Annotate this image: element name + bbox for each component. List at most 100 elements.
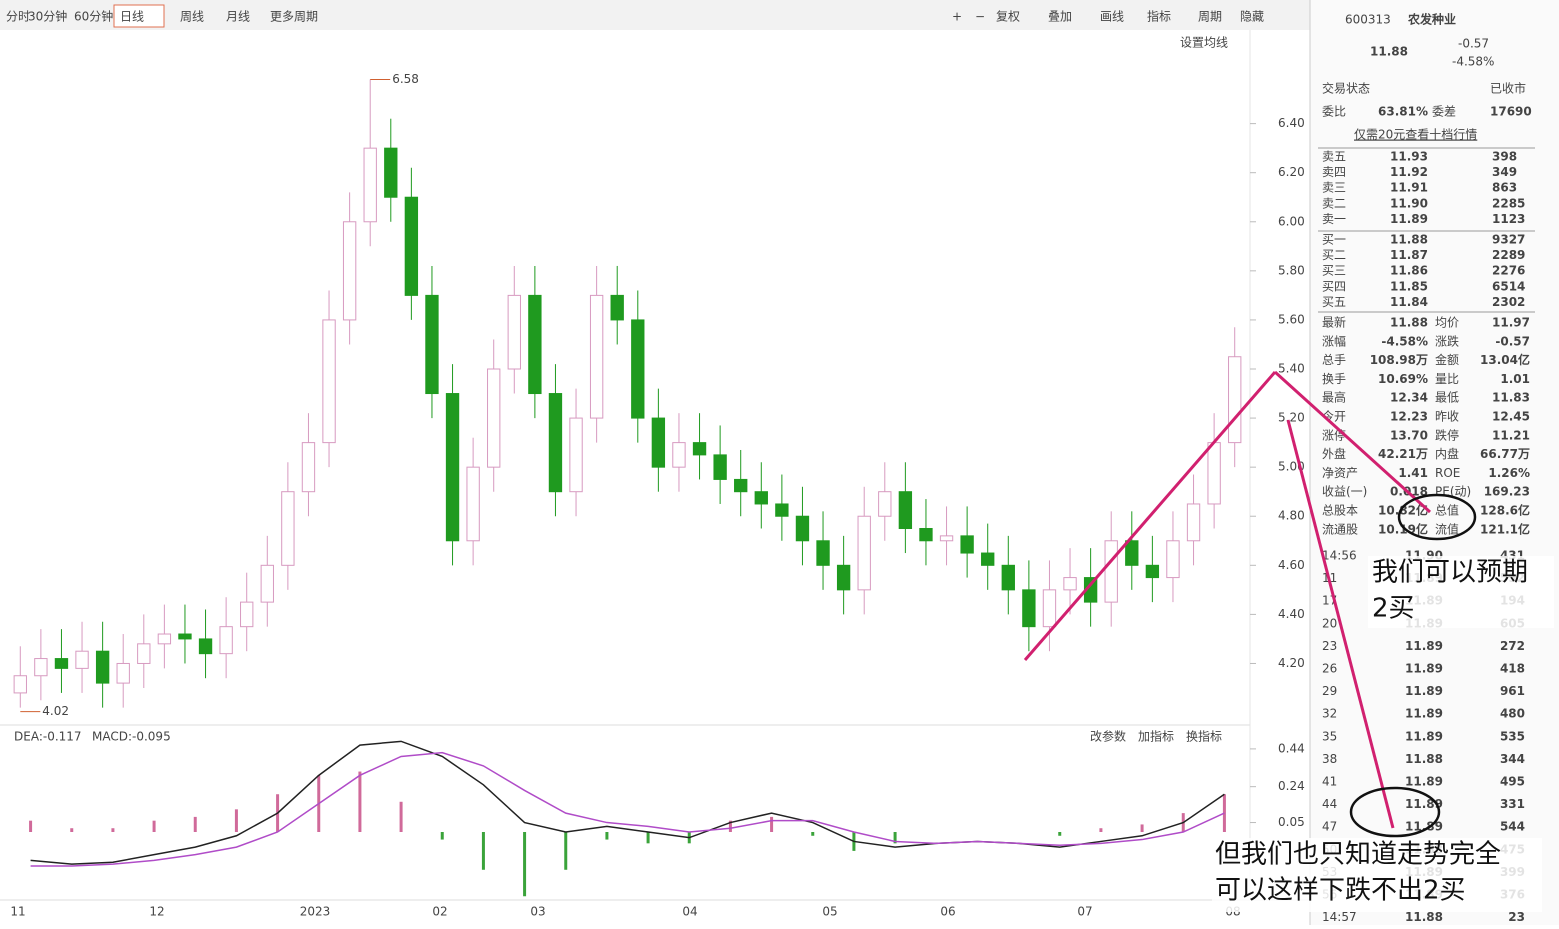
period-tab[interactable]: 更多周期 bbox=[270, 10, 318, 24]
candle-body bbox=[116, 662, 130, 684]
period-tab[interactable]: 月线 bbox=[226, 10, 250, 24]
indicator-button[interactable]: 加指标 bbox=[1138, 729, 1174, 744]
annotation: 我们可以预期 bbox=[1372, 558, 1528, 588]
stat-value: 11.97 bbox=[1492, 316, 1530, 330]
dea-label: DEA:-0.117 bbox=[14, 730, 82, 744]
tool-button[interactable]: 指标 bbox=[1147, 9, 1171, 24]
tool-button[interactable]: − bbox=[975, 10, 985, 24]
candle-body bbox=[836, 564, 851, 591]
stat-value: 42.21万 bbox=[1378, 447, 1428, 461]
candle-body bbox=[878, 491, 892, 517]
candle-body bbox=[898, 491, 913, 530]
candle-body bbox=[363, 147, 377, 223]
circle-mark bbox=[1349, 786, 1441, 838]
candle-body bbox=[54, 658, 69, 669]
candle-body bbox=[13, 675, 27, 694]
upgrade-link[interactable]: 仅需20元查看十档行情 bbox=[1354, 128, 1477, 142]
stat-value: 13.04亿 bbox=[1480, 352, 1530, 367]
tick-price: 11.88 bbox=[1405, 910, 1443, 924]
tool-button[interactable]: 复权 bbox=[996, 10, 1020, 24]
period-tab[interactable]: 周线 bbox=[180, 10, 204, 24]
period-tab[interactable]: 日线 bbox=[120, 10, 144, 24]
arrow bbox=[1023, 371, 1277, 661]
ma-setting[interactable]: 设置均线 bbox=[1180, 36, 1228, 50]
period-tab[interactable]: 60分钟 bbox=[74, 9, 113, 24]
macd-line bbox=[30, 751, 1225, 867]
stat-label: 涨幅 bbox=[1322, 333, 1346, 348]
tool-button[interactable]: 画线 bbox=[1100, 10, 1124, 24]
candle-body bbox=[198, 638, 213, 655]
tick-volume: 535 bbox=[1500, 729, 1525, 743]
indicator-button[interactable]: 换指标 bbox=[1186, 729, 1222, 744]
candle-body bbox=[322, 319, 336, 444]
low-label: 4.02 bbox=[42, 704, 69, 718]
stat-value: 11.21 bbox=[1492, 428, 1530, 442]
book-price: 11.84 bbox=[1390, 295, 1428, 309]
book-price: 11.92 bbox=[1390, 165, 1428, 179]
wb-cell: 委比 bbox=[1322, 105, 1346, 119]
x-tick-label: 06 bbox=[940, 905, 955, 919]
candle-body bbox=[34, 658, 48, 677]
tool-button[interactable]: 周期 bbox=[1198, 10, 1222, 24]
tool-button[interactable]: 叠加 bbox=[1048, 10, 1072, 24]
y-tick-label: 5.40 bbox=[1278, 362, 1305, 376]
stat-label: 昨收 bbox=[1435, 410, 1459, 424]
x-tick-label: 04 bbox=[682, 905, 697, 919]
high-label: 6.58 bbox=[392, 72, 419, 86]
tick-time: 32 bbox=[1322, 707, 1337, 721]
candle-body bbox=[1228, 356, 1242, 444]
tick-price: 11.89 bbox=[1405, 820, 1443, 834]
period-tab[interactable]: 30分钟 bbox=[28, 9, 67, 24]
candle-body bbox=[816, 540, 830, 566]
stat-label: ROE bbox=[1435, 466, 1460, 480]
book-price: 11.93 bbox=[1390, 150, 1428, 164]
candle-body bbox=[404, 196, 419, 296]
candle-body bbox=[589, 294, 604, 419]
stock-name: 农发种业 bbox=[1407, 12, 1456, 27]
candle-body bbox=[1166, 540, 1180, 579]
x-tick-label: 03 bbox=[530, 905, 545, 919]
stat-label: 换手 bbox=[1322, 372, 1346, 386]
stat-label: 总手 bbox=[1322, 353, 1346, 367]
candle-body bbox=[857, 515, 871, 591]
tick-volume: 272 bbox=[1500, 639, 1525, 653]
candle-body bbox=[939, 535, 954, 542]
arrow bbox=[1286, 419, 1395, 829]
change-pct: -4.58% bbox=[1452, 55, 1494, 69]
period-tab[interactable]: 分时 bbox=[6, 10, 30, 24]
candle-body bbox=[281, 491, 295, 566]
book-volume: 2289 bbox=[1492, 248, 1525, 262]
candle-body bbox=[1104, 540, 1118, 603]
tool-button[interactable]: 隐藏 bbox=[1240, 10, 1264, 24]
stat-label: 流值 bbox=[1435, 521, 1459, 536]
y-tick-label: 5.20 bbox=[1278, 411, 1305, 425]
stat-label: 跌停 bbox=[1435, 427, 1459, 442]
x-tick-label: 07 bbox=[1077, 905, 1092, 919]
candle-body bbox=[1022, 589, 1036, 628]
indicator-button[interactable]: 改参数 bbox=[1090, 729, 1126, 744]
tick-volume: 23 bbox=[1508, 910, 1525, 924]
tick-price: 11.89 bbox=[1405, 662, 1443, 676]
book-side: 买五 bbox=[1322, 295, 1346, 309]
stat-value: 108.98万 bbox=[1370, 353, 1428, 367]
stat-label: 量比 bbox=[1435, 372, 1459, 386]
tick-time: 47 bbox=[1322, 820, 1337, 834]
y-tick-label: 4.60 bbox=[1278, 558, 1305, 572]
annotation-bg bbox=[1368, 556, 1554, 628]
x-tick-label: 02 bbox=[432, 905, 447, 919]
candle-body bbox=[95, 650, 110, 684]
macd-label: MACD:-0.095 bbox=[92, 730, 171, 744]
candle-body bbox=[178, 633, 192, 640]
wb-cell: 17690 bbox=[1490, 105, 1532, 119]
tool-button[interactable]: + bbox=[952, 10, 962, 24]
candle-body bbox=[919, 528, 933, 542]
candle-body bbox=[466, 466, 480, 542]
stat-value: -0.57 bbox=[1495, 334, 1530, 348]
candle-body bbox=[240, 601, 254, 628]
candle-body bbox=[692, 442, 707, 456]
book-volume: 2276 bbox=[1492, 264, 1525, 278]
tick-time: 44 bbox=[1322, 797, 1337, 811]
tick-volume: 480 bbox=[1500, 707, 1525, 721]
candle-body bbox=[137, 643, 151, 664]
